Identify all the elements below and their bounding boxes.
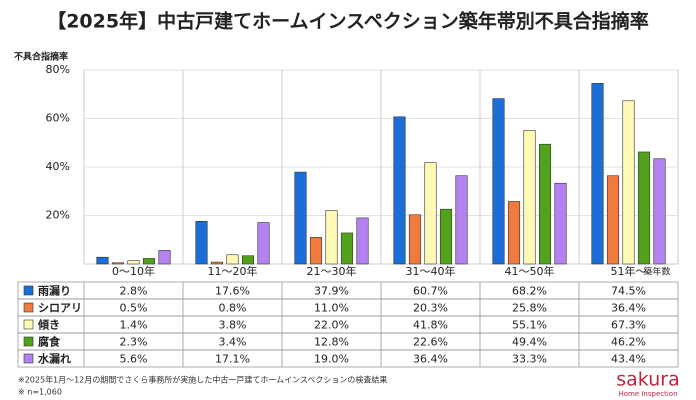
legend-swatch [23, 302, 34, 313]
footnote: ※ n=1,060 [18, 388, 62, 397]
bar [309, 237, 323, 265]
bar [142, 258, 156, 265]
bar [340, 232, 354, 265]
table-cell: 3.4% [219, 336, 247, 349]
table-cell: 0.8% [219, 302, 247, 315]
bar [195, 221, 208, 265]
table-cell: 46.2% [611, 336, 646, 349]
y-tick-label: 40% [46, 160, 70, 173]
legend-swatch [23, 353, 34, 364]
x-tick-label: 0〜10年 [112, 264, 155, 278]
table-cell: 36.4% [413, 353, 448, 366]
table-cell: 0.5% [120, 302, 148, 315]
bar [325, 210, 338, 265]
table-cell: 20.3% [413, 302, 448, 315]
bar [538, 143, 552, 265]
table-cell: 2.8% [120, 285, 148, 298]
bar [257, 222, 270, 265]
bar [455, 175, 468, 265]
table-cell: 33.3% [512, 353, 547, 366]
table-cell: 22.6% [413, 336, 448, 349]
logo-tagline: Home Inspection [618, 390, 677, 398]
bar [96, 256, 109, 265]
table-cell: 17.1% [215, 353, 250, 366]
bar [523, 130, 536, 265]
table-cell: 41.8% [413, 319, 448, 332]
y-axis-label: 不具合指摘率 [14, 51, 68, 63]
legend-label: 傾き [37, 318, 60, 332]
bar [210, 261, 224, 265]
legend-label: シロアリ [38, 302, 82, 315]
x-tick-label: 41〜50年 [505, 264, 555, 278]
bar [622, 100, 635, 265]
bar [226, 254, 239, 265]
bar [111, 262, 125, 265]
legend-swatch [23, 319, 34, 330]
bar [408, 214, 422, 265]
legend-label: 水漏れ [38, 352, 71, 366]
table-cell: 67.3% [611, 319, 646, 332]
footnote: ※2025年1月～12月の期間でさくら事務所が実施した中古一戸建てホームインスペ… [18, 375, 387, 385]
x-axis-label: 築年数 [643, 266, 670, 278]
table-cell: 25.8% [512, 302, 547, 315]
table-cell: 17.6% [215, 285, 250, 298]
table-cell: 36.4% [611, 302, 646, 315]
table-cell: 37.9% [314, 285, 349, 298]
table-cell: 43.4% [611, 353, 646, 366]
table-cell: 68.2% [512, 285, 547, 298]
table-cell: 19.0% [314, 353, 349, 366]
bar [606, 175, 620, 265]
x-tick-label: 21〜30年 [307, 264, 357, 278]
table-cell: 49.4% [512, 336, 547, 349]
table-cell: 12.8% [314, 336, 349, 349]
bar [554, 182, 567, 265]
bar [653, 158, 666, 265]
table-cell: 55.1% [512, 319, 547, 332]
table-cell: 5.6% [120, 353, 148, 366]
table-cell: 2.3% [120, 336, 148, 349]
bar [637, 151, 651, 265]
legend-swatch [23, 285, 34, 296]
table-cell: 3.8% [219, 319, 247, 332]
bar [591, 83, 604, 265]
bar [492, 98, 505, 265]
table-row [17, 349, 679, 368]
x-tick-label: 11〜20年 [208, 264, 258, 278]
bar [241, 255, 255, 265]
table-cell: 1.4% [120, 319, 148, 332]
legend-swatch [23, 336, 34, 347]
logo-name: sakura [616, 369, 679, 391]
table-cell: 74.5% [611, 285, 646, 298]
bar [393, 116, 406, 265]
y-tick-label: 60% [46, 112, 70, 125]
x-tick-label: 31〜40年 [406, 264, 456, 278]
bar [439, 208, 453, 265]
bar [507, 201, 521, 265]
y-tick-label: 20% [46, 209, 70, 222]
table-cell: 11.0% [314, 302, 349, 315]
bar [424, 162, 437, 265]
legend-label: 腐食 [38, 335, 61, 349]
legend-label: 雨漏り [38, 284, 71, 298]
bar [356, 217, 369, 265]
table-cell: 22.0% [314, 319, 349, 332]
bar [294, 171, 307, 265]
bar [158, 250, 171, 265]
chart-title: 【2025年】中古戸建てホームインスペクション築年帯別不具合指摘率 [47, 10, 649, 33]
y-tick-label: 80% [46, 63, 70, 76]
bar [127, 260, 140, 265]
x-tick-label: 51年〜 [611, 264, 647, 278]
table-cell: 60.7% [413, 285, 448, 298]
